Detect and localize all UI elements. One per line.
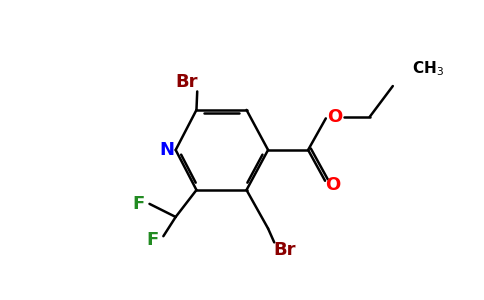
- Text: Br: Br: [175, 73, 197, 91]
- Text: CH$_3$: CH$_3$: [412, 59, 444, 78]
- Text: F: F: [133, 195, 145, 213]
- Text: F: F: [147, 231, 159, 249]
- Text: O: O: [328, 108, 343, 126]
- Text: O: O: [325, 176, 340, 194]
- Text: Br: Br: [274, 241, 296, 259]
- Text: N: N: [159, 141, 174, 159]
